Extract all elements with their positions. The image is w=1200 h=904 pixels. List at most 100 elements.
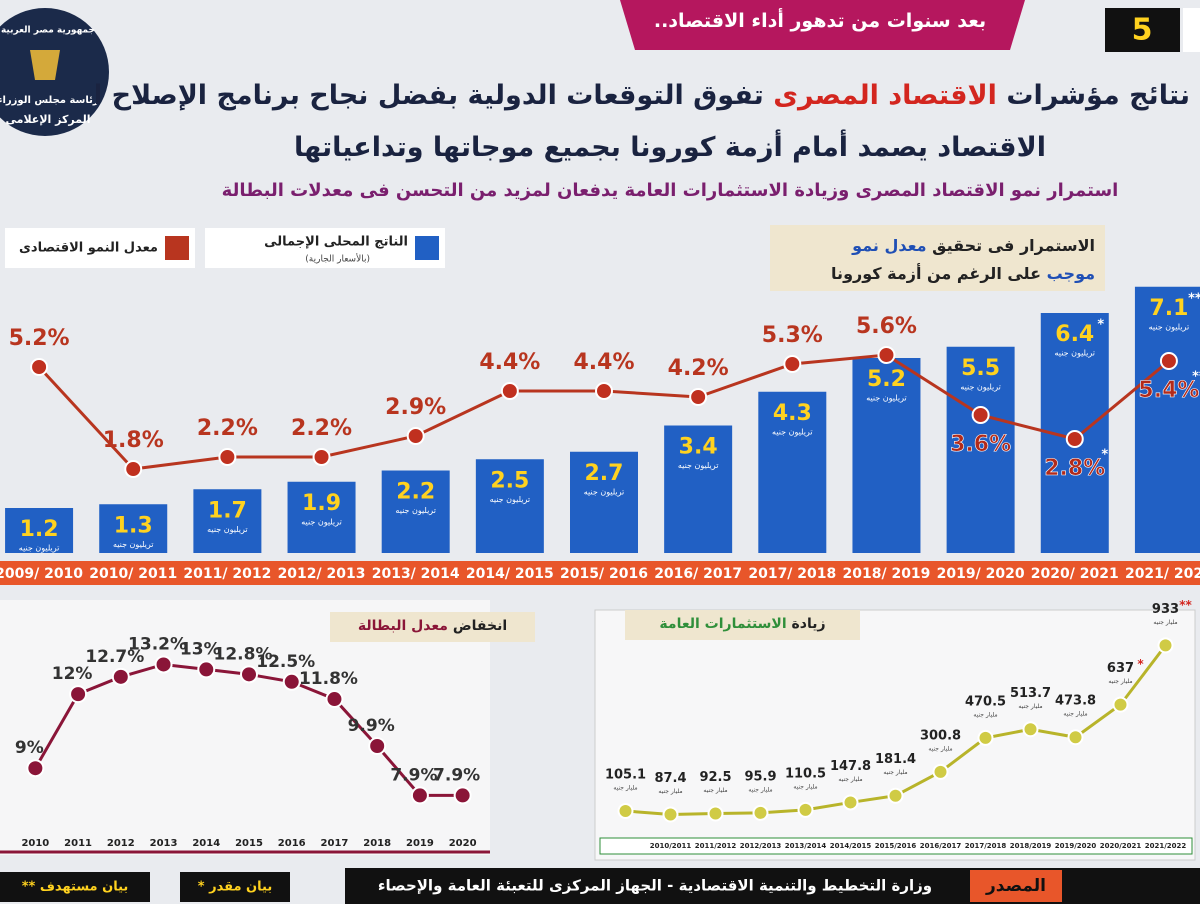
growth-label: 4.2%	[668, 356, 729, 381]
investment-unit: مليار جنيه	[658, 788, 682, 795]
bar	[1134, 286, 1200, 553]
bar-unit-label: تريليون جنيه	[960, 382, 1001, 391]
investment-marker	[707, 805, 724, 822]
investment-marker	[617, 802, 634, 819]
investment-marker	[1022, 721, 1039, 738]
investment-label: 95.9	[744, 769, 776, 784]
growth-label: 2.8%	[1044, 456, 1105, 481]
x-tick-label: 2020	[449, 838, 477, 849]
note-highlight: معدل نمو	[852, 236, 927, 255]
x-tick-label: 2014/2015	[830, 842, 872, 850]
panel-title-highlight: الاستثمارات العامة	[659, 616, 787, 632]
x-tick-label: 2012/2013	[740, 842, 782, 850]
investment-label: 470.5	[965, 694, 1006, 709]
unemployment-label: 13%	[180, 639, 221, 659]
subtitle: استمرار نمو الاقتصاد المصرى وزيادة الاست…	[221, 180, 1119, 201]
growth-label: 2.2%	[197, 416, 258, 441]
legend-box	[205, 228, 445, 268]
panel-title: انخفاض معدل البطالة	[335, 618, 530, 634]
bar	[664, 425, 733, 553]
bar-unit-label: تريليون جنيه	[1054, 349, 1095, 358]
unemployment-label: 7.9%	[433, 765, 480, 785]
investment-unit: مليار جنيه	[748, 786, 772, 793]
investment-marker	[797, 801, 814, 818]
x-tick-label: 2017/2018	[965, 842, 1007, 850]
x-tick-label: 2017/ 2018	[748, 566, 836, 582]
unemployment-marker	[325, 690, 344, 709]
investment-marker	[1112, 696, 1129, 713]
x-tick-label: 2018/2019	[1010, 842, 1052, 850]
banner-text: بعد سنوات من تدهور أداء الاقتصاد..	[653, 10, 987, 32]
title-line-2: الاقتصاد يصمد أمام أزمة كورونا بجميع موج…	[294, 132, 1046, 163]
legend-label: معدل النمو الاقتصادى	[19, 241, 158, 256]
unemployment-label: 9%	[15, 738, 44, 758]
footnote: * بيان مقدر	[198, 880, 272, 895]
note-part: على الرغم من أزمة كورونا	[831, 264, 1042, 283]
x-tick-label: 2016/ 2017	[654, 566, 742, 582]
note-text: الاستمرار فى تحقيق معدل نمو موجب على الر…	[775, 232, 1095, 288]
x-tick-label: 2010/2011	[650, 842, 692, 850]
note-part: الاستمرار فى تحقيق	[932, 236, 1095, 255]
x-tick-label: 2019/ 2020	[937, 566, 1025, 582]
investment-panel	[594, 609, 1196, 861]
bar-unit-label: تريليون جنيه	[113, 540, 154, 549]
investment-unit: مليار جنيه	[793, 783, 817, 790]
legend-swatch	[165, 236, 189, 260]
investment-note: *	[1137, 657, 1144, 671]
source-text: وزارة التخطيط والتنمية الاقتصادية - الجه…	[378, 877, 932, 895]
unemployment-marker	[69, 685, 88, 704]
unemployment-panel	[0, 600, 490, 855]
investment-label: 147.8	[830, 759, 871, 774]
title-part: نتائج مؤشرات	[1006, 80, 1190, 111]
x-tick-label: 2021/2022	[1145, 842, 1187, 850]
investment-note: **	[1179, 598, 1192, 612]
unemployment-label: 13.2%	[128, 634, 187, 654]
title-highlight: الاقتصاد المصرى	[773, 80, 997, 111]
panel-title-highlight: معدل البطالة	[357, 618, 448, 634]
legend-label: الناتج المحلى الإجمالى	[264, 235, 408, 250]
bar-value-label: 2.5	[490, 468, 529, 493]
unemployment-label: 12.8%	[214, 644, 273, 664]
growth-label: 2.9%	[385, 395, 446, 420]
investment-label: 637	[1107, 661, 1134, 676]
bar-unit-label: تريليون جنيه	[19, 544, 60, 553]
x-tick-label: 2011/2012	[695, 842, 737, 850]
investment-label: 473.8	[1055, 694, 1096, 709]
x-tick-label: 2018	[363, 838, 391, 849]
bar	[381, 470, 450, 553]
investment-label: 181.4	[875, 752, 916, 767]
growth-note: *	[1101, 448, 1108, 463]
growth-marker	[783, 355, 802, 373]
bar	[99, 504, 168, 553]
growth-label: 4.4%	[573, 350, 634, 375]
growth-marker	[30, 358, 49, 376]
footnote-box	[180, 872, 290, 902]
investment-label: 92.5	[699, 770, 731, 785]
note-line: الاستمرار فى تحقيق معدل نمو	[775, 232, 1095, 260]
x-tick-label: 2018/ 2019	[843, 566, 931, 582]
investment-unit: مليار جنيه	[973, 711, 997, 718]
bar	[570, 451, 638, 553]
bar-unit-label: تريليون جنيه	[490, 495, 531, 504]
unemployment-marker	[368, 737, 387, 755]
unemployment-label: 12.5%	[256, 652, 315, 672]
unemployment-label: 7.9%	[390, 765, 437, 785]
x-tick-label: 2019/2020	[1055, 842, 1097, 850]
x-tick-label: 2011/ 2012	[183, 566, 271, 582]
investment-marker	[662, 806, 679, 823]
banner	[620, 0, 1025, 50]
growth-label: 3.6%	[950, 432, 1011, 457]
growth-marker	[1065, 430, 1084, 448]
investment-marker	[1157, 637, 1174, 654]
bar-value-label: 5.5	[961, 356, 1000, 381]
x-tick-label: 2014	[192, 838, 220, 849]
bar	[193, 489, 262, 553]
unemployment-label: 12%	[52, 664, 93, 684]
bar-unit-label: تريليون جنيه	[584, 487, 625, 496]
bar	[475, 459, 544, 553]
growth-marker	[406, 427, 425, 445]
growth-label: 1.8%	[103, 428, 164, 453]
title-part: تفوق التوقعات الدولية بفضل نجاح برنامج ا…	[96, 80, 764, 111]
growth-marker	[218, 448, 237, 466]
